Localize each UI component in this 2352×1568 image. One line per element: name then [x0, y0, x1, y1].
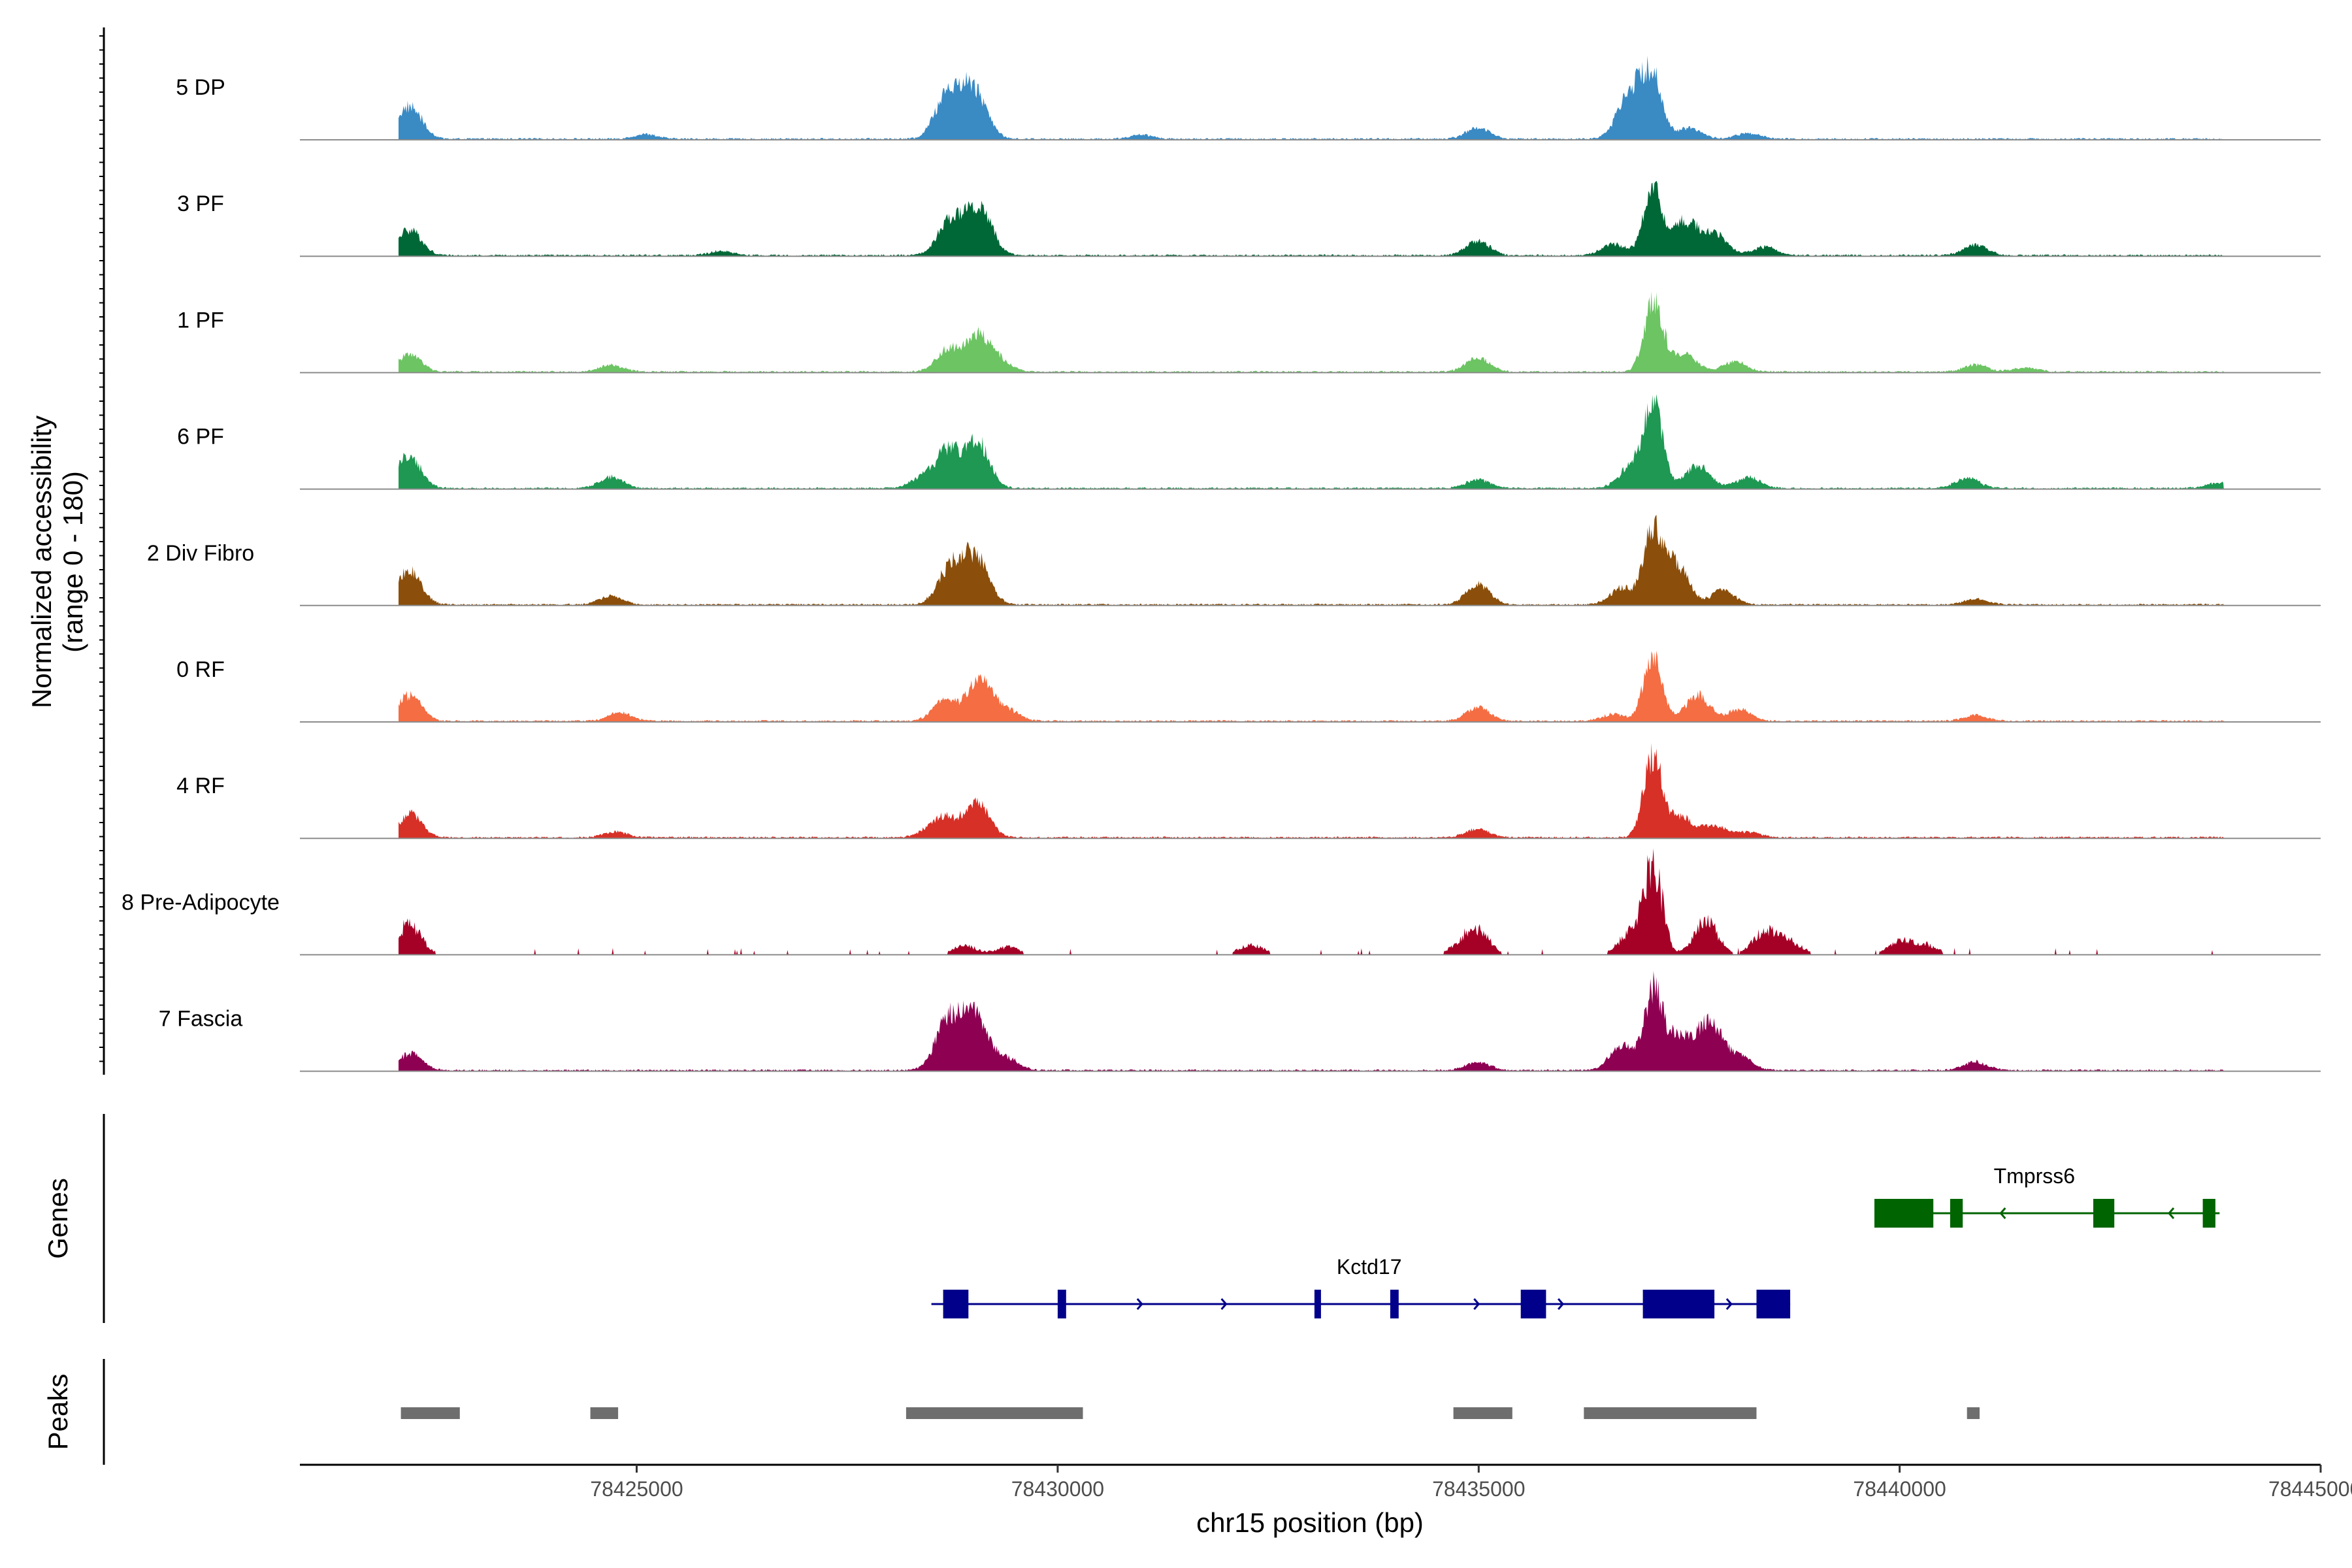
- x-tick-label: 78435000: [1432, 1477, 1525, 1501]
- track-label: 1 PF: [177, 308, 224, 333]
- track-5-dp: 5 DP: [176, 56, 2321, 140]
- peak-region: [400, 1407, 460, 1419]
- gene-annotations: Kctd17 Tmprss6: [931, 1164, 2220, 1318]
- exon: [943, 1290, 969, 1318]
- strand-arrow: [1136, 1298, 1143, 1310]
- track-label: 6 PF: [177, 425, 224, 449]
- coverage-area: [399, 291, 2224, 373]
- peak-region: [906, 1407, 1083, 1419]
- exon: [1057, 1290, 1066, 1318]
- exon: [1390, 1290, 1399, 1318]
- peaks-panel-title: Peaks: [42, 1374, 73, 1450]
- exon: [1314, 1290, 1321, 1318]
- gene-tmprss6: Tmprss6: [1874, 1164, 2220, 1228]
- exon: [2202, 1199, 2215, 1228]
- x-axis: 78425000 78430000 78435000 78440000 78445000: [300, 1463, 2352, 1501]
- track-2-div-fibro: 2 Div Fibro: [147, 515, 2321, 606]
- genes-panel-title: Genes: [42, 1178, 73, 1259]
- track-0-rf: 0 RF: [176, 651, 2321, 723]
- x-tick-label: 78445000: [2268, 1477, 2352, 1501]
- track-3-pf: 3 PF: [177, 180, 2321, 257]
- x-tick-label: 78440000: [1853, 1477, 1946, 1501]
- gene-kctd17: Kctd17: [931, 1255, 1791, 1318]
- track-6-pf: 6 PF: [177, 394, 2321, 490]
- strand-arrow: [1473, 1298, 1480, 1310]
- y-axis-range: (range 0 - 180): [57, 471, 88, 653]
- coverage-area: [399, 394, 2224, 489]
- peak-region: [1967, 1407, 1980, 1419]
- exon: [2093, 1199, 2115, 1228]
- coverage-area: [399, 651, 2224, 722]
- gene-label: Tmprss6: [1994, 1164, 2075, 1188]
- exon: [1642, 1290, 1715, 1318]
- coverage-area: [399, 743, 2224, 839]
- x-axis-title: chr15 position (bp): [1196, 1507, 1424, 1538]
- coverage-y-axis: [99, 27, 105, 1075]
- coverage-area: [399, 56, 2224, 140]
- x-tick-label: 78425000: [590, 1477, 683, 1501]
- strand-arrow: [1725, 1298, 1733, 1310]
- coverage-area: [399, 848, 2224, 955]
- track-label: 0 RF: [176, 657, 225, 682]
- coverage-area: [399, 515, 2224, 606]
- coverage-area: [399, 180, 2224, 257]
- strand-arrow: [1999, 1207, 2006, 1219]
- track-8-pre-adipocyte: 8 Pre-Adipocyte: [122, 848, 2321, 956]
- track-label: 5 DP: [176, 75, 225, 100]
- track-label: 2 Div Fibro: [147, 541, 254, 566]
- exon: [1874, 1199, 1934, 1228]
- peak-region: [1584, 1407, 1757, 1419]
- coverage-y-ticks: [99, 35, 104, 1062]
- track-4-rf: 4 RF: [176, 743, 2321, 840]
- x-tick-label: 78430000: [1011, 1477, 1104, 1501]
- strand-arrow: [1557, 1298, 1565, 1310]
- peak-regions: [400, 1407, 1980, 1419]
- peak-region: [590, 1407, 619, 1419]
- track-label: 8 Pre-Adipocyte: [122, 890, 280, 915]
- strand-arrow: [2168, 1207, 2175, 1219]
- exon: [1756, 1290, 1791, 1318]
- track-label: 7 Fascia: [159, 1007, 243, 1032]
- exon: [1950, 1199, 1963, 1228]
- track-1-pf: 1 PF: [177, 291, 2321, 374]
- y-axis-title: Normalized accessibility: [26, 416, 57, 708]
- coverage-tracks: 5 DP 3 PF 1 PF 6 PF 2 Div Fibro 0 RF 4 RF 8 Pre…: [122, 56, 2321, 1072]
- gene-label: Kctd17: [1337, 1255, 1402, 1279]
- peak-region: [1453, 1407, 1512, 1419]
- exon: [1520, 1290, 1546, 1318]
- coverage-area: [399, 971, 2224, 1071]
- track-label: 3 PF: [177, 191, 224, 216]
- track-label: 4 RF: [176, 774, 225, 798]
- track-7-fascia: 7 Fascia: [159, 971, 2321, 1072]
- strand-arrow: [1220, 1298, 1228, 1310]
